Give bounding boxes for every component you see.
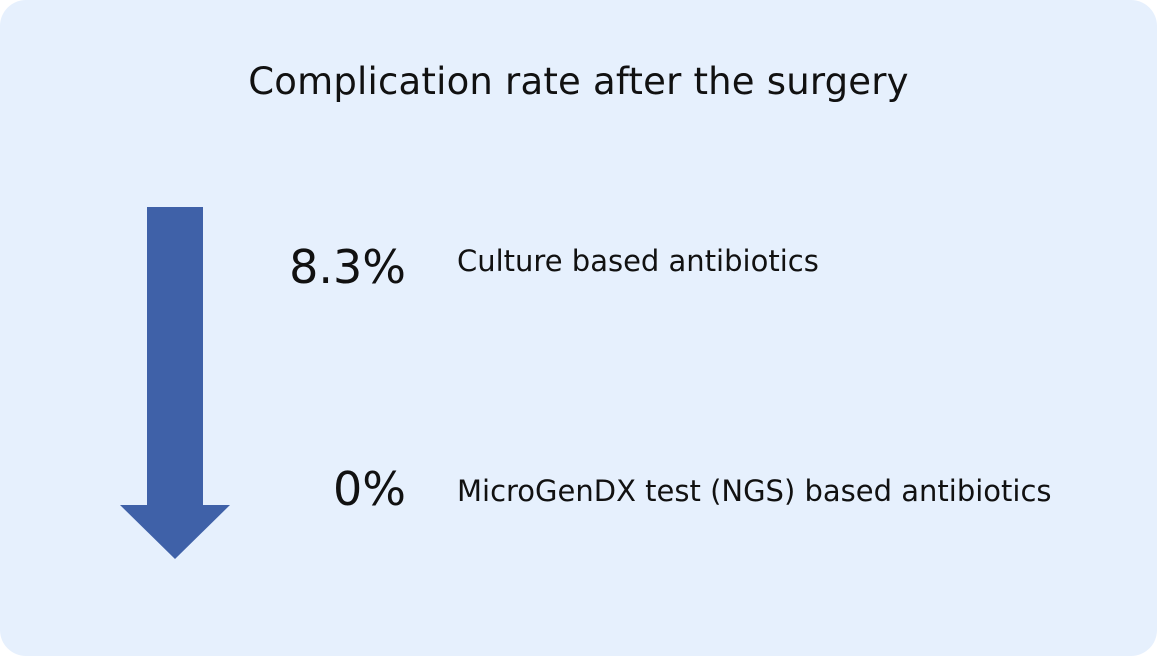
arrow-shape (120, 207, 230, 559)
method-label-ngs: MicroGenDX test (NGS) based antibiotics (457, 474, 1052, 508)
card-title: Complication rate after the surgery (248, 60, 909, 103)
down-arrow-icon (120, 207, 230, 559)
method-label-culture: Culture based antibiotics (457, 244, 819, 278)
complication-rate-culture: 8.3% (289, 240, 406, 294)
complication-rate-ngs: 0% (333, 462, 406, 516)
